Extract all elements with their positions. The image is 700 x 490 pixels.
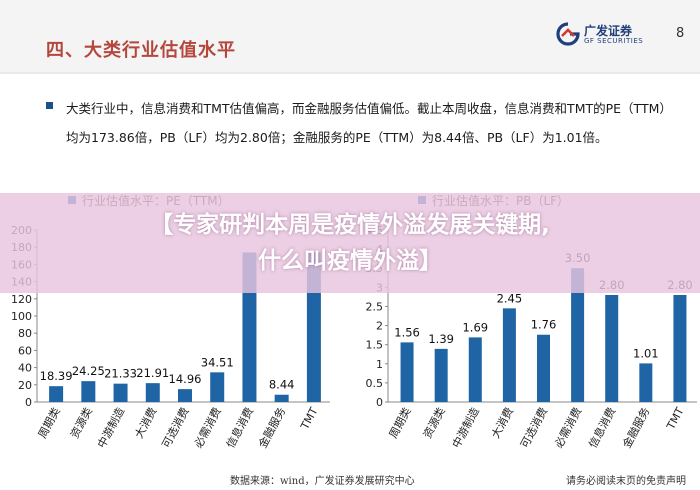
bar-value-label: 1.69 <box>462 320 488 334</box>
gf-securities-logo: 广发证券 GF SECURITIES <box>556 22 646 48</box>
y-tick-label: 60 <box>18 344 32 357</box>
bar-value-label: 21.33 <box>104 367 137 381</box>
headline-overlay-band <box>0 193 700 293</box>
x-category-label: 信息消费 <box>223 405 256 450</box>
bar <box>571 268 585 402</box>
x-category-label: 大消费 <box>132 405 160 441</box>
y-tick-label: 0 <box>376 396 383 409</box>
bar <box>49 386 64 402</box>
y-tick-label: 1 <box>376 358 383 371</box>
y-tick-label: 20 <box>18 379 32 392</box>
y-tick-label: 40 <box>18 362 32 375</box>
bar-value-label: 8.44 <box>269 378 295 392</box>
bar <box>502 308 516 402</box>
x-category-label: 资源类 <box>420 405 448 441</box>
summary-paragraph: 大类行业中，信息消费和TMT估值偏高，而金融服务估值偏低。截止本周收盘，信息消费… <box>66 101 666 145</box>
bar-value-label: 21.91 <box>136 366 169 380</box>
y-tick-label: 120 <box>11 293 32 306</box>
x-category-label: 信息消费 <box>585 405 618 450</box>
x-category-label: 周期类 <box>35 405 63 441</box>
logo-english-name: GF SECURITIES <box>584 37 644 45</box>
bar <box>274 394 289 402</box>
x-category-label: 可选消费 <box>517 405 550 450</box>
section-title: 四、大类行业估值水平 <box>46 40 236 61</box>
page-number: 8 <box>676 26 685 41</box>
x-category-label: 金融服务 <box>619 405 652 450</box>
y-tick-label: 2 <box>376 320 383 333</box>
bar <box>468 337 482 402</box>
bar <box>210 372 225 402</box>
bar-value-label: 14.96 <box>169 372 202 386</box>
x-category-label: 大消费 <box>488 405 516 441</box>
headline-line-1: 【专家研判本周是疫情外溢发展关键期, <box>150 212 550 238</box>
bar-value-label: 1.76 <box>531 318 557 332</box>
bar-value-label: 2.45 <box>497 291 523 305</box>
x-category-label: 中游制造 <box>94 405 127 450</box>
logo-chinese-name: 广发证券 <box>584 24 633 38</box>
x-category-label: 中游制造 <box>449 405 482 450</box>
y-tick-label: 80 <box>18 327 32 340</box>
bar <box>81 381 96 402</box>
y-tick-label: 0.5 <box>366 377 384 390</box>
data-source-note: 数据来源：wind，广发证券发展研究中心 <box>230 476 415 487</box>
x-category-label: 金融服务 <box>255 405 288 450</box>
x-category-label: 周期类 <box>386 405 414 441</box>
bar-value-label: 24.25 <box>72 364 105 378</box>
y-tick-label: 100 <box>11 310 32 323</box>
bar <box>434 348 448 402</box>
bar <box>145 383 160 402</box>
y-tick-label: 1.5 <box>366 339 384 352</box>
headline-overlay: 【专家研判本周是疫情外溢发展关键期, 什么叫疫情外溢】 <box>0 207 700 279</box>
y-tick-label: 0 <box>25 396 32 409</box>
bar-value-label: 1.01 <box>633 346 659 360</box>
bar <box>113 383 128 402</box>
x-category-label: 可选消费 <box>159 405 192 450</box>
gf-logo-icon <box>556 22 580 46</box>
bullet-square-icon <box>46 102 53 109</box>
bar-value-label: 1.39 <box>428 332 454 346</box>
x-category-label: TMT <box>664 405 687 432</box>
x-category-label: 必需消费 <box>191 405 224 450</box>
x-category-label: 必需消费 <box>551 405 584 450</box>
bar <box>537 334 550 402</box>
x-category-label: 资源类 <box>67 405 95 441</box>
x-category-label: TMT <box>298 405 321 432</box>
bar <box>400 342 414 402</box>
bar <box>673 294 687 402</box>
bar-value-label: 34.51 <box>201 355 234 369</box>
bar-value-label: 1.56 <box>394 325 420 339</box>
disclaimer-note: 请务必阅读末页的免责声明 <box>566 476 686 487</box>
y-tick-label: 2.5 <box>366 300 384 313</box>
slide-header <box>0 0 700 72</box>
bar-value-label: 18.39 <box>40 369 73 383</box>
header-divider <box>0 72 700 74</box>
headline-line-2: 什么叫疫情外溢】 <box>258 248 442 274</box>
bar <box>639 363 653 402</box>
bar <box>605 294 619 402</box>
bar <box>178 389 192 402</box>
